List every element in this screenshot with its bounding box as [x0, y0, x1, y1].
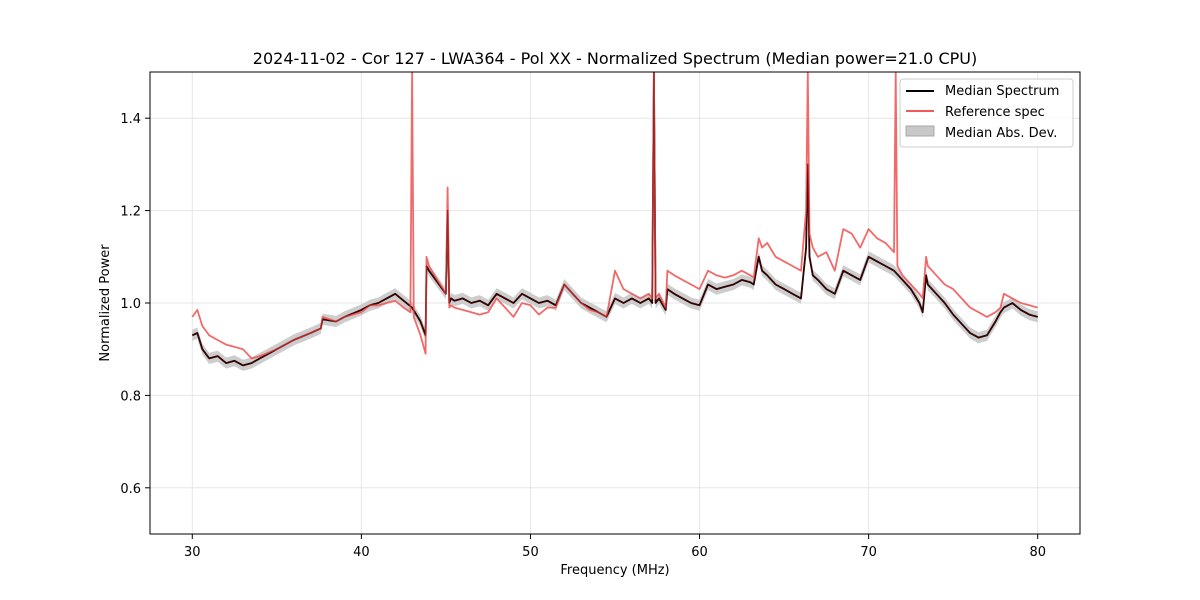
y-tick-label: 1.4: [120, 112, 141, 127]
legend-box: [899, 78, 1074, 148]
x-tick-label: 40: [353, 545, 370, 560]
chart-title: 2024-11-02 - Cor 127 - LWA364 - Pol XX -…: [253, 49, 977, 68]
x-tick-label: 30: [184, 545, 201, 560]
x-axis-ticks: 30 40 50 60 70 80: [184, 534, 1046, 560]
legend-reference-label: Reference spec: [945, 105, 1045, 120]
mad-band: [192, 72, 1038, 371]
series-layer: [191, 72, 1038, 367]
x-tick-label: 50: [522, 545, 539, 560]
legend-mad-label: Median Abs. Dev.: [945, 126, 1057, 141]
y-tick-label: 1.0: [120, 297, 141, 312]
x-tick-label: 60: [691, 545, 708, 560]
y-axis-ticks: 0.6 0.8 1.0 1.2 1.4: [120, 112, 150, 497]
median-overlap-line: [192, 72, 1038, 366]
legend: Median Spectrum Reference spec Median Ab…: [899, 78, 1074, 148]
y-tick-label: 0.6: [120, 482, 141, 497]
y-axis-label: Normalized Power: [98, 244, 113, 362]
x-tick-label: 80: [1029, 545, 1046, 560]
legend-mad-swatch: [905, 125, 935, 137]
y-tick-label: 0.8: [120, 389, 141, 404]
x-tick-label: 70: [860, 545, 877, 560]
legend-median-label: Median Spectrum: [945, 84, 1059, 99]
x-axis-label: Frequency (MHz): [560, 563, 669, 578]
y-tick-label: 1.2: [120, 205, 141, 220]
mad-band-layer: [192, 72, 1038, 371]
